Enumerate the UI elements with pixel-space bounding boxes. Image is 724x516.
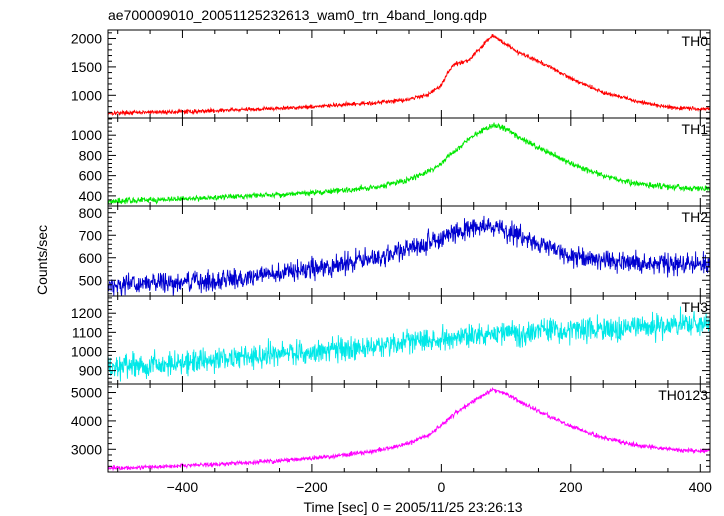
panel-th0: 1000 1500 2000 TH0 <box>71 29 711 119</box>
y-tick-label: 1200 <box>71 305 102 321</box>
series-line-th1 <box>108 122 710 205</box>
y-tick-label: 600 <box>79 168 103 184</box>
y-tick-label: 900 <box>79 363 103 379</box>
y-axis-label: Counts/sec <box>34 225 50 295</box>
y-tick-label: 500 <box>79 272 103 288</box>
y-tick-label: 700 <box>79 227 103 243</box>
y-tick-label: 3000 <box>71 441 102 457</box>
panel-th0123: 3000 4000 5000 −400 −200 0 200 400 TH0123 <box>71 383 713 495</box>
panel-label-th0123: TH0123 <box>658 387 708 403</box>
y-tick-label: 1000 <box>71 87 102 103</box>
x-tick-label: 400 <box>689 479 713 495</box>
panel-frame <box>107 117 711 207</box>
y-tick-label: 1000 <box>71 343 102 359</box>
y-tick-label: 1500 <box>71 59 102 75</box>
y-tick-label: 800 <box>79 205 103 221</box>
panel-label-th1: TH1 <box>682 121 709 137</box>
y-tick-label: 5000 <box>71 385 102 401</box>
panel-label-th3: TH3 <box>682 299 709 315</box>
x-tick-label: −200 <box>296 479 328 495</box>
panel-frame <box>107 383 711 473</box>
panel-th2: 500 600 700 800 TH2 <box>79 205 711 297</box>
panel-label-th0: TH0 <box>682 33 709 49</box>
x-axis-label: Time [sec] 0 = 2005/11/25 23:26:13 <box>303 499 522 515</box>
y-tick-label: 600 <box>79 250 103 266</box>
chart-title: ae700009010_20051125232613_wam0_trn_4ban… <box>108 7 487 23</box>
panel-th3: 900 1000 1100 1200 TH3 <box>71 295 711 385</box>
y-tick-label: 800 <box>79 147 103 163</box>
series-line-th3 <box>108 306 710 382</box>
series-line-th0 <box>108 34 710 117</box>
y-tick-label: 1100 <box>72 324 102 340</box>
x-tick-label: 200 <box>559 479 583 495</box>
x-tick-label: −400 <box>167 479 199 495</box>
panel-frame <box>107 29 711 119</box>
series-line-th2 <box>108 215 710 296</box>
y-tick-label: 4000 <box>71 413 102 429</box>
x-tick-label: 0 <box>437 479 445 495</box>
panel-label-th2: TH2 <box>682 209 709 225</box>
y-tick-label: 400 <box>79 188 103 204</box>
y-tick-label: 1000 <box>71 127 102 143</box>
y-tick-label: 2000 <box>71 31 102 47</box>
panel-th1: 400 600 800 1000 TH1 <box>71 117 711 207</box>
series-line-th0123 <box>108 387 710 472</box>
